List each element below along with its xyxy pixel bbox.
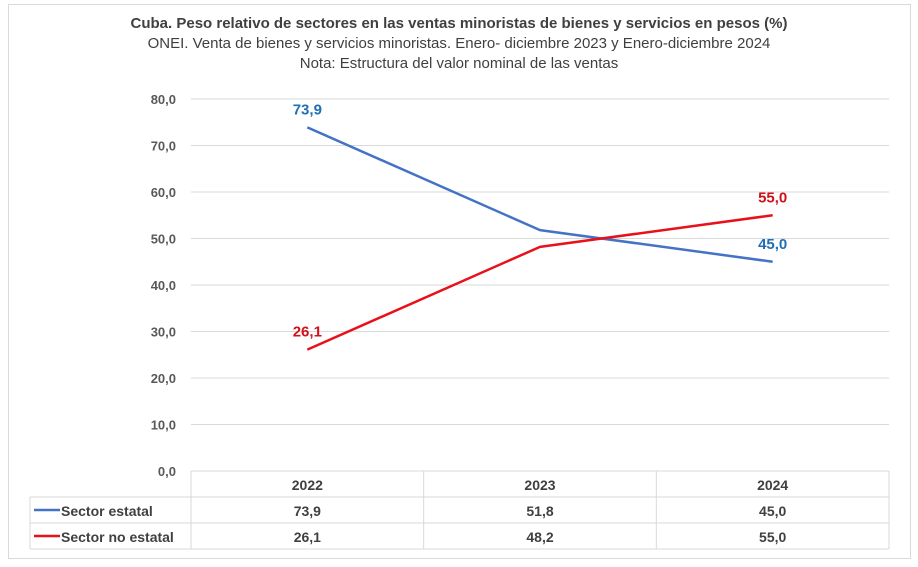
- y-tick-label: 10,0: [151, 418, 176, 433]
- legend-label: Sector estatal: [61, 503, 153, 519]
- y-tick-label: 30,0: [151, 325, 176, 340]
- y-tick-label: 40,0: [151, 278, 176, 293]
- table-cell-value: 45,0: [759, 503, 786, 519]
- table-cell-value: 26,1: [294, 529, 321, 545]
- data-label: 55,0: [758, 189, 787, 206]
- y-tick-label: 80,0: [151, 92, 176, 107]
- data-label: 45,0: [758, 236, 787, 253]
- y-tick-label: 50,0: [151, 232, 176, 247]
- table-cell-value: 51,8: [526, 503, 553, 519]
- data-label: 26,1: [293, 324, 322, 341]
- x-category-label: 2024: [757, 477, 788, 493]
- chart-note: Nota: Estructura del valor nominal de la…: [299, 55, 619, 72]
- x-category-label: 2022: [292, 477, 323, 493]
- y-tick-label: 0,0: [158, 464, 176, 479]
- chart-title: Cuba. Peso relativo de sectores en las v…: [130, 15, 788, 32]
- x-category-label: 2023: [524, 477, 555, 493]
- y-tick-label: 20,0: [151, 371, 176, 386]
- series-line-0: [306, 126, 773, 263]
- series-line-1: [306, 214, 773, 351]
- y-tick-label: 60,0: [151, 185, 176, 200]
- table-cell-value: 73,9: [294, 503, 321, 519]
- chart-subtitle: ONEI. Venta de bienes y servicios minori…: [147, 35, 771, 52]
- table-cell-value: 55,0: [759, 529, 786, 545]
- y-tick-label: 70,0: [151, 139, 176, 154]
- chart-titles: Cuba. Peso relativo de sectores en las v…: [0, 14, 918, 74]
- table-cell-value: 48,2: [526, 529, 553, 545]
- legend-label: Sector no estatal: [61, 529, 174, 545]
- data-label: 73,9: [293, 101, 322, 118]
